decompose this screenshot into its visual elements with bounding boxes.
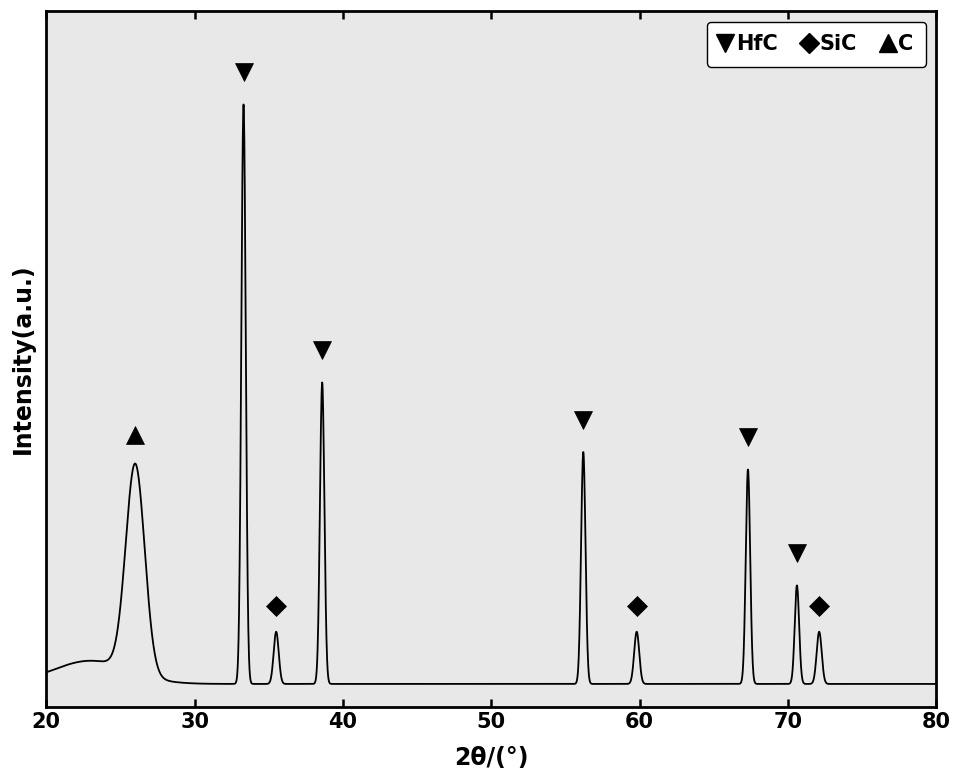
Legend: HfC, SiC, C: HfC, SiC, C [706,22,925,66]
X-axis label: 2θ/(°): 2θ/(°) [454,746,528,770]
Y-axis label: Intensity(a.u.): Intensity(a.u.) [12,264,35,455]
